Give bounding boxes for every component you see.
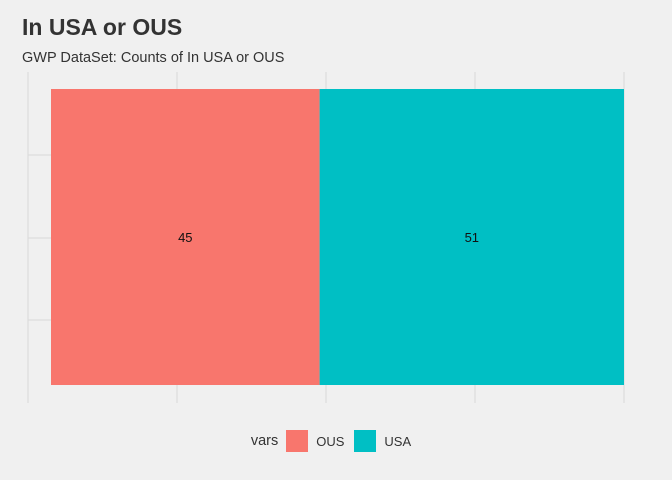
bar-ous: [51, 89, 320, 385]
chart-title: In USA or OUS: [22, 14, 183, 40]
chart-plot: 45 51: [27, 72, 625, 403]
data-label-usa: 51: [465, 230, 479, 245]
legend-key-usa: [354, 430, 377, 452]
data-label-ous: 45: [178, 230, 192, 245]
legend-title: vars: [250, 433, 279, 449]
legend-label-usa: USA: [384, 433, 412, 449]
data-labels-group: 45 51: [178, 230, 479, 245]
legend: vars OUS USA: [0, 430, 672, 452]
legend-key-ous: [286, 430, 309, 452]
legend-label-ous: OUS: [316, 433, 345, 449]
legend-item-usa: USA: [354, 430, 411, 452]
chart-subtitle: GWP DataSet: Counts of In USA or OUS: [22, 50, 285, 66]
bar-usa: [319, 89, 624, 385]
bars-group: [51, 89, 624, 385]
legend-item-ous: OUS: [286, 430, 344, 452]
